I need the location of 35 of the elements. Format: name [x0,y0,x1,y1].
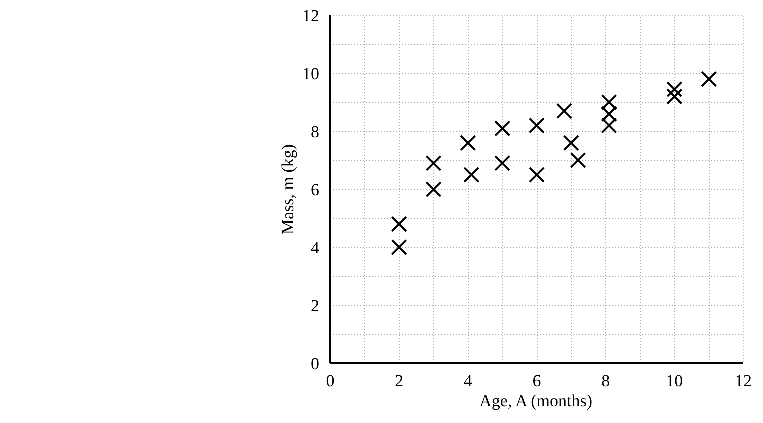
point [460,135,476,152]
point [528,118,546,134]
point [391,216,408,232]
point [563,135,580,152]
point [666,88,683,105]
point [426,155,442,172]
point [601,94,618,111]
point [570,152,586,169]
y-tick-label: 8 [311,122,320,142]
x-tick-label: 4 [464,372,473,390]
x-tick-label: 8 [602,372,610,390]
y-tick-label: 0 [311,354,320,374]
x-tick-label: 6 [532,372,542,390]
point [701,71,718,88]
x-tick-label: 10 [666,372,684,390]
x-axis-title: Age, A (months) [480,392,592,410]
x-tick-label: 2 [395,372,404,390]
y-axis-title: Mass, m (kg) [278,144,298,235]
x-tick-label: 12 [735,372,752,390]
point [556,103,573,120]
point [494,120,511,137]
point [528,166,546,184]
y-tick-label: 2 [311,296,320,316]
y-tick-label: 6 [311,180,320,200]
point [494,155,511,172]
point [391,239,408,256]
point [601,106,618,122]
point [464,166,480,184]
point [426,181,442,198]
point [666,81,683,98]
y-tick-label: 12 [302,6,320,26]
y-tick-label: 4 [311,238,320,258]
x-tick-label: 0 [326,372,335,390]
point [601,118,618,134]
y-tick-label: 10 [302,64,320,84]
